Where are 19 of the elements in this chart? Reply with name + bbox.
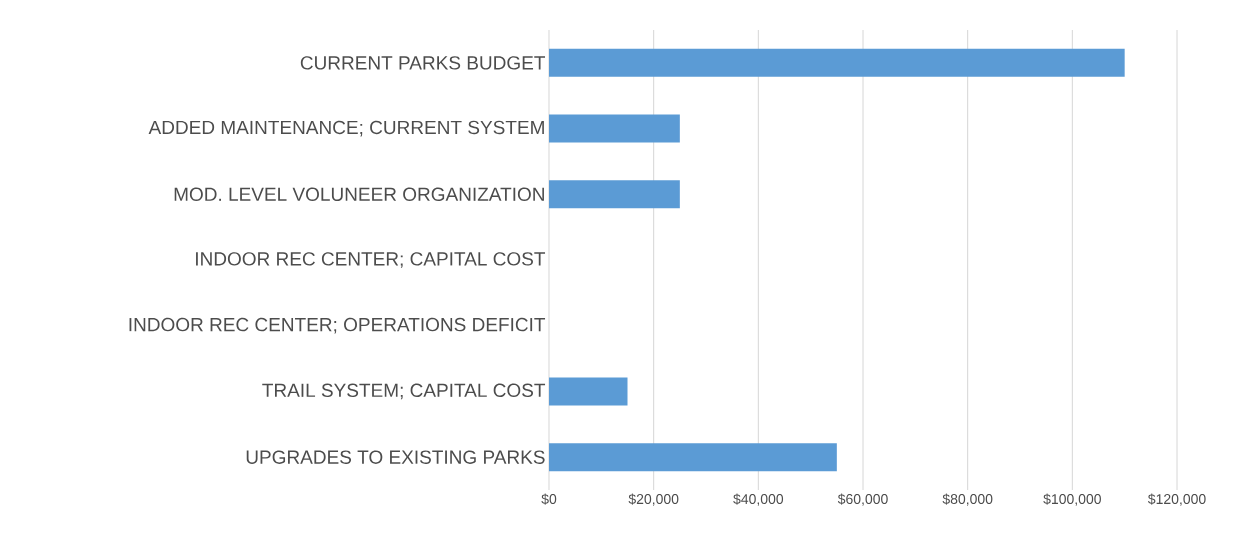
x-tick-label: $20,000: [628, 493, 679, 506]
bar: [549, 114, 680, 143]
x-tick-label: $100,000: [1043, 493, 1101, 506]
y-tick-label: TRAIL SYSTEM; CAPITAL COST: [262, 383, 546, 400]
y-tick-label: CURRENT PARKS BUDGET: [300, 56, 546, 70]
bar: [549, 443, 837, 472]
y-tick-label: INDOOR REC CENTER; CAPITAL COST: [196, 252, 546, 268]
y-tick-label: INDOOR REC CENTER; OPERATIONS DEFICIT: [129, 317, 546, 334]
x-tick-label: $120,000: [1147, 493, 1206, 506]
bar: [549, 377, 628, 406]
y-tick-label: MOD. LEVEL VOLUNEER ORGANIZATION: [174, 187, 544, 202]
x-tick-label: $0: [541, 493, 557, 505]
bar: [549, 48, 1125, 77]
x-tick-label: $40,000: [733, 493, 784, 506]
x-tick-label: $60,000: [837, 493, 888, 506]
x-tick-label: $80,000: [942, 493, 993, 506]
y-tick-label: UPGRADES TO EXISTING PARKS: [246, 450, 545, 464]
y-tick-label: ADDED MAINTENANCE; CURRENT SYSTEM: [148, 120, 544, 137]
bar: [549, 180, 680, 209]
